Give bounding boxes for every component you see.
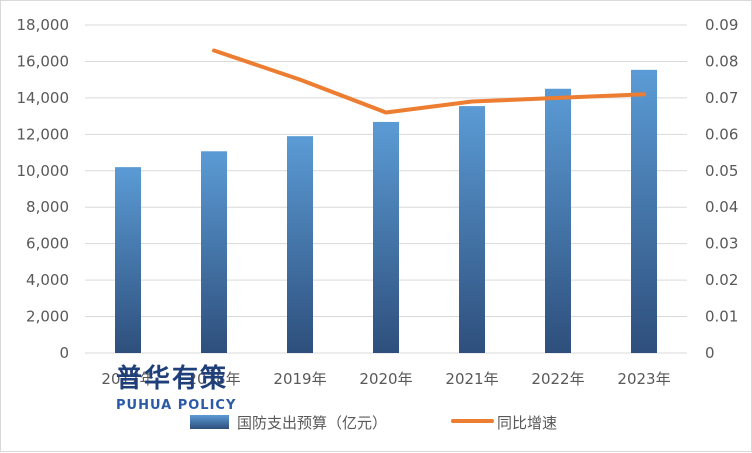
legend-bar-swatch bbox=[190, 415, 229, 429]
bar-series bbox=[115, 69, 657, 354]
legend-bar-label: 国防支出预算（亿元） bbox=[237, 414, 387, 432]
x-axis-tick-label: 2020年 bbox=[359, 370, 412, 388]
left-axis-tick-label: 2,000 bbox=[26, 308, 69, 326]
left-axis-tick-label: 8,000 bbox=[26, 198, 69, 216]
left-axis-tick-label: 14,000 bbox=[17, 89, 70, 107]
watermark-logo: 普华有策 PUHUA POLICY bbox=[116, 363, 236, 413]
bar-mark bbox=[545, 88, 571, 354]
left-axis-tick-label: 4,000 bbox=[26, 271, 69, 289]
right-axis-tick-label: 0.08 bbox=[705, 52, 738, 70]
left-axis-tick-label: 10,000 bbox=[17, 162, 70, 180]
left-axis-tick-label: 0 bbox=[59, 344, 69, 362]
x-axis-tick-label: 2021年 bbox=[445, 370, 498, 388]
growth-line bbox=[212, 48, 646, 115]
right-axis-tick-label: 0.04 bbox=[705, 198, 738, 216]
left-axis-tick-label: 18,000 bbox=[17, 16, 70, 34]
bar-mark bbox=[115, 167, 141, 353]
bar-mark bbox=[459, 106, 485, 353]
x-axis-tick-label: 2019年 bbox=[273, 370, 326, 388]
bar-mark bbox=[631, 69, 657, 354]
x-axis-tick-label: 2017年 bbox=[101, 370, 154, 388]
x-axis-tick-label: 2022年 bbox=[531, 370, 584, 388]
line-series bbox=[212, 48, 646, 115]
left-axis-tick-label: 12,000 bbox=[17, 125, 70, 143]
right-axis-tick-label: 0.03 bbox=[705, 235, 738, 253]
left-axis-tick-label: 16,000 bbox=[17, 52, 70, 70]
legend: 国防支出预算（亿元） 同比增速 bbox=[190, 414, 557, 432]
right-axis-tick-label: 0.02 bbox=[705, 271, 738, 289]
x-axis-tick-label: 2018年 bbox=[187, 370, 240, 388]
right-axis-tick-label: 0.01 bbox=[705, 308, 738, 326]
right-axis-tick-label: 0.07 bbox=[705, 89, 738, 107]
bar-mark bbox=[373, 121, 399, 353]
right-axis-tick-label: 0.06 bbox=[705, 125, 738, 143]
bar-mark bbox=[287, 136, 313, 353]
right-axis-tick-label: 0.05 bbox=[705, 162, 738, 180]
x-axis-ticks: 2017年 2018年 2019年 2020年 2021年 2022年 2023年 bbox=[101, 370, 670, 388]
x-axis-tick-label: 2023年 bbox=[617, 370, 670, 388]
watermark-cn-text: 普华有策 bbox=[116, 363, 228, 394]
bar-mark bbox=[201, 151, 227, 353]
right-axis-tick-label: 0 bbox=[705, 344, 715, 362]
right-axis-tick-label: 0.09 bbox=[705, 16, 738, 34]
left-axis-ticks: 0 2,000 4,000 6,000 8,000 10,000 12,000 14,000 1… bbox=[17, 16, 70, 362]
legend-line-label: 同比增速 bbox=[497, 414, 557, 432]
right-axis-ticks: 0 0.01 0.02 0.03 0.04 0.05 0.06 0.07 0.08 0.09 bbox=[705, 16, 738, 362]
watermark-en-text: PUHUA POLICY bbox=[116, 398, 236, 413]
left-axis-tick-label: 6,000 bbox=[26, 235, 69, 253]
